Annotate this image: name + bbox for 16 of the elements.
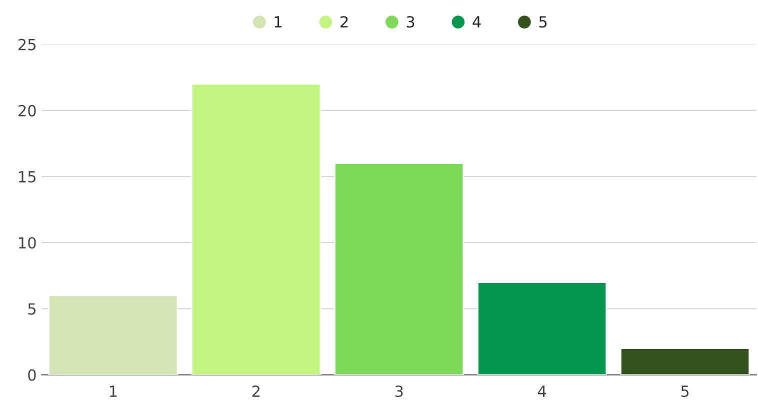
x-tick-label: 2 xyxy=(252,385,260,397)
legend-label: 5 xyxy=(539,16,547,28)
x-tick-label: 1 xyxy=(110,386,117,397)
x-tick-label: 4 xyxy=(538,386,546,397)
legend-label: 4 xyxy=(472,16,481,28)
y-tick-label: 0 xyxy=(28,369,36,381)
x-tick-label: 5 xyxy=(681,386,689,398)
legend-label: 3 xyxy=(406,16,414,28)
y-tick-label: 10 xyxy=(19,237,36,249)
y-tick-label: 5 xyxy=(28,303,36,315)
y-tick-label: 20 xyxy=(18,104,36,116)
legend-label: 2 xyxy=(340,16,348,28)
x-tick-label: 3 xyxy=(395,385,403,398)
y-tick-label: 25 xyxy=(18,38,36,50)
legend-label: 1 xyxy=(274,16,282,28)
y-tick-label: 15 xyxy=(19,171,36,183)
